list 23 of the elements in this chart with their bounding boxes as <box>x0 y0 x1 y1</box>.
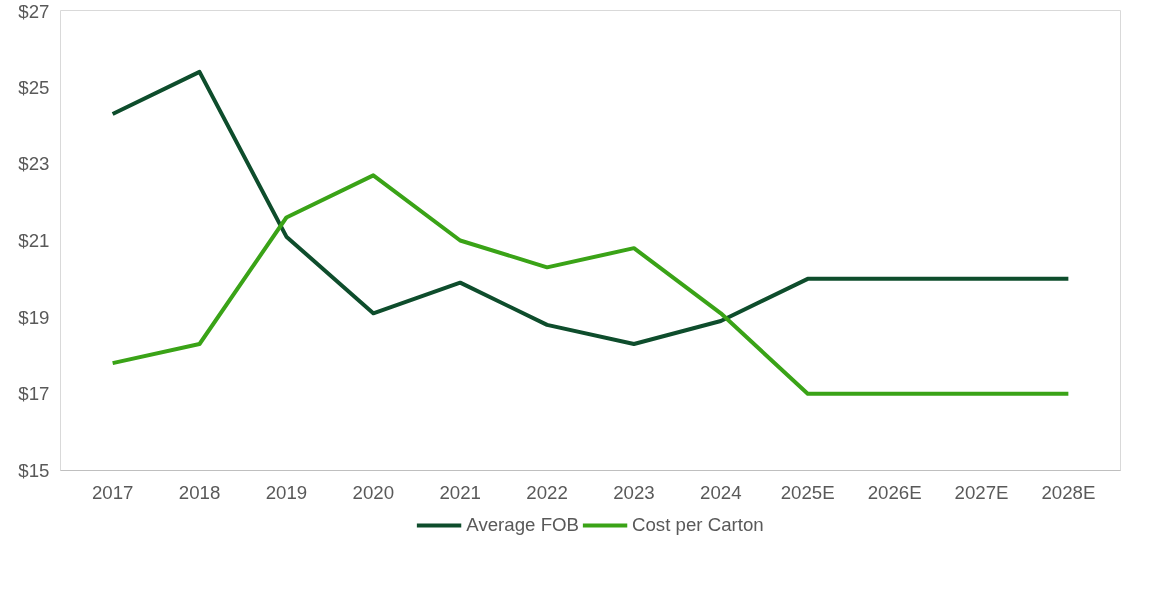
x-tick-label: 2022 <box>526 481 568 503</box>
y-tick-label: $15 <box>18 460 50 481</box>
x-tick-label: 2017 <box>91 481 134 503</box>
y-tick-label: $25 <box>18 76 50 98</box>
y-tick-label: $21 <box>18 230 50 251</box>
line-series <box>110 69 1071 346</box>
x-tick-label: 2023 <box>613 481 655 503</box>
y-tick-label: $19 <box>18 306 50 328</box>
x-tick-label: 2028E <box>1041 481 1096 503</box>
x-tick-label: 2024 <box>700 481 742 503</box>
y-tick-label: $27 <box>18 0 50 22</box>
x-tick-label: 2018 <box>178 481 221 503</box>
y-tick-label: $23 <box>18 153 50 175</box>
x-tick-label: 2019 <box>265 481 308 503</box>
x-tick-label: 2021 <box>439 481 481 503</box>
x-tick-label: 2025E <box>780 481 835 503</box>
x-tick-label: 2027E <box>954 481 1009 503</box>
x-tick-label: 2026E <box>867 481 922 503</box>
y-tick-label: $17 <box>18 383 50 405</box>
line-series <box>110 173 1071 396</box>
x-tick-label: 2020 <box>352 481 395 503</box>
legend-label: Cost per Carton <box>632 514 764 536</box>
legend-label: Average FOB <box>466 514 579 536</box>
